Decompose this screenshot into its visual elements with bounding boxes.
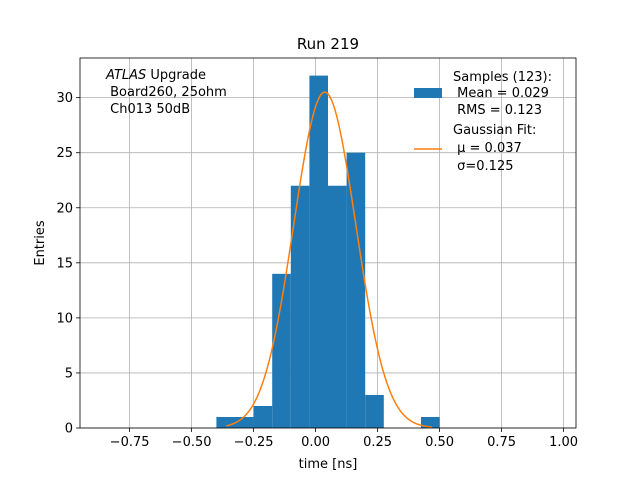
- chart-title: Run 219: [297, 35, 359, 53]
- svg-text:ATLAS Upgrade: ATLAS Upgrade: [105, 68, 206, 83]
- histogram-bar-11: [421, 416, 440, 428]
- histogram-bar-6: [328, 185, 347, 428]
- x-tick-label-1: −0.50: [172, 435, 212, 450]
- x-axis-ticks: −0.75 −0.50 −0.25 0.00 0.25 0.50 0.75 1.00: [110, 428, 578, 450]
- y-tick-label-4: 20: [56, 201, 73, 216]
- legend-fit-sigma: σ=0.125: [453, 159, 513, 174]
- legend: Samples (123): Mean = 0.029 RMS = 0.123 …: [414, 70, 552, 174]
- legend-samples-title: Samples (123):: [453, 70, 552, 85]
- histogram-bar-1: [235, 416, 254, 428]
- histogram-bar-7: [346, 152, 366, 428]
- histogram-bar-2: [253, 405, 273, 428]
- x-tick-label-2: −0.25: [234, 435, 274, 450]
- legend-fit-mu: μ = 0.037: [453, 141, 522, 156]
- y-tick-label-1: 5: [65, 366, 73, 381]
- histogram-bar-0: [216, 416, 235, 428]
- y-tick-label-3: 15: [56, 256, 73, 271]
- annotation-text: ATLAS Upgrade Board260, 25ohm Ch013 50dB: [105, 68, 227, 117]
- histogram-bar-5: [309, 75, 328, 428]
- x-tick-label-0: −0.75: [110, 435, 150, 450]
- x-tick-label-6: 0.75: [487, 435, 516, 450]
- legend-samples-patch: [414, 88, 442, 98]
- x-tick-label-3: 0.00: [301, 435, 330, 450]
- legend-samples-mean: Mean = 0.029: [453, 86, 549, 101]
- y-tick-label-6: 30: [56, 91, 73, 106]
- legend-samples-rms: RMS = 0.123: [453, 103, 542, 118]
- axes-frame: [79, 57, 577, 429]
- annotation-atlas: ATLAS: [105, 68, 146, 83]
- x-axis-label: time [ns]: [299, 457, 358, 472]
- histogram-bar-4: [290, 185, 310, 428]
- annotation-channel: Ch013 50dB: [106, 102, 190, 117]
- y-axis-label: Entries: [33, 220, 48, 266]
- annotation-upgrade: Upgrade: [146, 68, 206, 83]
- x-tick-label-5: 0.50: [425, 435, 454, 450]
- y-axis-ticks: 0 5 10 15 20 25 30: [56, 91, 80, 437]
- histogram-bars: [216, 75, 440, 428]
- x-tick-label-7: 1.00: [549, 435, 578, 450]
- histogram-bar-8: [365, 394, 384, 428]
- gaussian-fit-curve: [226, 91, 433, 428]
- annotation-board: Board260, 25ohm: [106, 85, 227, 100]
- y-tick-label-2: 10: [56, 311, 73, 326]
- y-tick-label-0: 0: [65, 422, 73, 437]
- x-tick-label-4: 0.25: [363, 435, 392, 450]
- histogram-bar-3: [272, 273, 291, 428]
- y-tick-label-5: 25: [56, 146, 73, 161]
- legend-fit-title: Gaussian Fit:: [453, 123, 536, 138]
